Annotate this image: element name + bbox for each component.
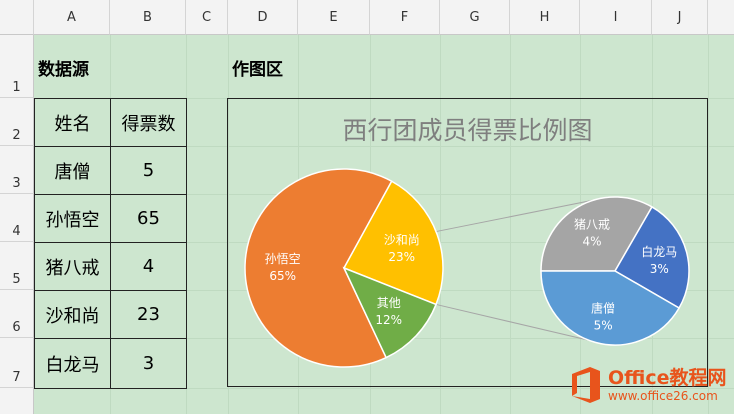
column-header-h[interactable]: H <box>510 0 580 35</box>
chart-plot-svg: 孙悟空 65% 沙和尚 23% 其他 12% 猪八戒 4% 白龙马 3% 唐僧 5% <box>244 168 690 368</box>
row-header-overflow <box>0 388 34 414</box>
office-logo-icon <box>572 367 600 403</box>
row-header-7[interactable]: 7 <box>0 338 34 388</box>
votes-cell[interactable]: 4 <box>110 243 187 291</box>
row-header-6[interactable]: 6 <box>0 290 34 338</box>
votes-cell[interactable]: 23 <box>110 291 187 339</box>
secondary-pie-label-name: 猪八戒 <box>574 217 610 231</box>
plot-area-label[interactable]: 作图区 <box>232 60 283 80</box>
secondary-pie-label-name: 唐僧 <box>591 300 615 315</box>
gridline <box>228 35 229 414</box>
main-pie-label-percent: 12% <box>375 313 402 327</box>
row-header-5[interactable]: 5 <box>0 242 34 290</box>
gridline <box>708 35 709 414</box>
name-cell[interactable]: 白龙马 <box>34 339 111 389</box>
select-all-corner[interactable] <box>0 0 34 35</box>
watermark-url: www.office26.com <box>608 388 718 403</box>
main-pie-slice[interactable] <box>342 180 444 306</box>
row-header-2[interactable]: 2 <box>0 98 34 146</box>
chart-title[interactable]: 西行团成员得票比例图 <box>342 116 593 145</box>
connector-line <box>435 196 610 233</box>
column-header-f[interactable]: F <box>370 0 440 35</box>
gridline <box>34 388 734 389</box>
secondary-pie-slice[interactable] <box>613 205 690 310</box>
name-cell[interactable]: 猪八戒 <box>34 243 111 291</box>
pie-of-pie-chart[interactable]: 西行团成员得票比例图 孙悟空 65% 沙和尚 23% 其他 12% 猪八戒 4% 白龙马 3% 唐僧… <box>227 98 708 387</box>
secondary-pie-slice[interactable] <box>540 270 681 346</box>
column-header-j[interactable]: J <box>652 0 708 35</box>
main-pie-label-percent: 65% <box>269 269 296 283</box>
votes-cell[interactable]: 65 <box>110 195 187 243</box>
column-header-overflow <box>708 0 734 35</box>
row-header-4[interactable]: 4 <box>0 194 34 242</box>
secondary-pie-label-percent: 3% <box>650 262 669 276</box>
gridline <box>34 146 734 147</box>
data-table: 姓名 得票数 唐僧 5 孙悟空 65 猪八戒 4 沙和尚 23 白龙马 3 <box>34 98 187 389</box>
watermark-brand: Office教程网 <box>608 366 727 389</box>
main-pie-label-name: 沙和尚 <box>384 233 420 247</box>
data-source-label[interactable]: 数据源 <box>38 60 89 80</box>
votes-cell[interactable]: 3 <box>110 339 187 389</box>
gridline <box>440 35 441 414</box>
secondary-pie-slice[interactable] <box>540 196 654 272</box>
column-header-d[interactable]: D <box>228 0 298 35</box>
column-header-b[interactable]: B <box>110 0 186 35</box>
main-pie-slice[interactable] <box>342 266 438 359</box>
main-pie-label-percent: 23% <box>388 250 415 264</box>
column-header-e[interactable]: E <box>298 0 370 35</box>
column-header-a[interactable]: A <box>34 0 110 35</box>
secondary-pie-label-percent: 5% <box>594 318 613 332</box>
main-pie-slice[interactable] <box>244 168 393 368</box>
column-header-c[interactable]: C <box>186 0 228 35</box>
secondary-pie-label-name: 白龙马 <box>641 244 677 259</box>
column-header-i[interactable]: I <box>580 0 652 35</box>
votes-cell[interactable]: 5 <box>110 147 187 195</box>
name-cell[interactable]: 孙悟空 <box>34 195 111 243</box>
column-header-g[interactable]: G <box>440 0 510 35</box>
secondary-pie-label-percent: 4% <box>583 234 602 248</box>
header-name-cell[interactable]: 姓名 <box>34 99 111 147</box>
gridline <box>510 35 511 414</box>
watermark-logo: Office教程网 www.office26.com <box>568 366 727 404</box>
header-votes-cell[interactable]: 得票数 <box>110 99 187 147</box>
connector-line <box>435 303 610 346</box>
name-cell[interactable]: 唐僧 <box>34 147 111 195</box>
name-cell[interactable]: 沙和尚 <box>34 291 111 339</box>
main-pie-label-name: 孙悟空 <box>265 251 301 266</box>
row-header-3[interactable]: 3 <box>0 146 34 194</box>
main-pie-label-name: 其他 <box>377 296 401 310</box>
row-header-1[interactable]: 1 <box>0 35 34 98</box>
